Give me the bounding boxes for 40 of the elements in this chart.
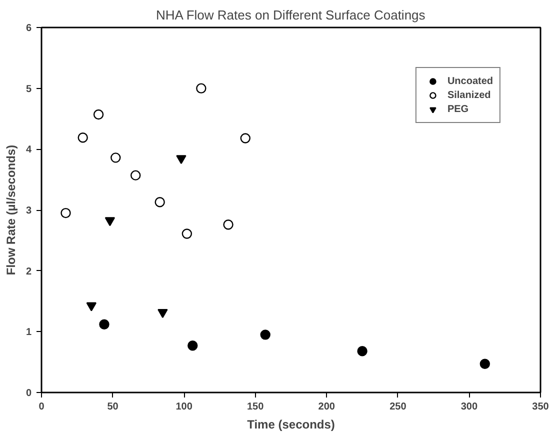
x-tick-label: 0 [38, 402, 45, 412]
point [357, 346, 368, 356]
y-tick-label: 3 [26, 206, 32, 216]
y-tick-label: 2 [26, 266, 32, 278]
y-tick-label: 0 [26, 388, 32, 399]
point [110, 152, 121, 163]
legend-label: PEG [447, 102, 469, 116]
point [93, 109, 104, 120]
y-tick-label: 4 [26, 144, 32, 156]
y-axis-title: Flow Rate (µl/seconds) [4, 144, 18, 276]
legend-label: Silanized [447, 88, 491, 102]
point [223, 220, 234, 230]
point [104, 217, 116, 226]
point [154, 197, 165, 208]
point [182, 228, 192, 239]
point [196, 83, 206, 94]
x-tick-label: 250 [390, 402, 407, 412]
x-tick-label: 50 [107, 402, 119, 412]
y-tick-label: 1 [26, 327, 32, 338]
point [78, 132, 88, 143]
point [130, 170, 141, 180]
x-tick-label: 150 [247, 402, 264, 412]
point [99, 319, 110, 330]
point [60, 208, 71, 218]
x-axis-title: Time (seconds) [247, 418, 335, 432]
point [188, 340, 198, 351]
point [86, 302, 96, 312]
point [176, 155, 186, 164]
point [480, 358, 490, 369]
y-tick-label: 6 [26, 23, 32, 34]
x-tick-label: 300 [460, 402, 478, 412]
legend-label: Uncoated [447, 74, 493, 88]
x-tick-label: 200 [318, 402, 336, 412]
y-tick-label: 5 [26, 84, 32, 95]
chart-title: NHA Flow Rates on Different Surface Coatings [156, 8, 426, 22]
x-tick-label: 100 [176, 402, 193, 412]
x-tick-label: 350 [532, 402, 550, 412]
point [260, 330, 270, 340]
point [240, 133, 250, 144]
point [158, 309, 168, 318]
